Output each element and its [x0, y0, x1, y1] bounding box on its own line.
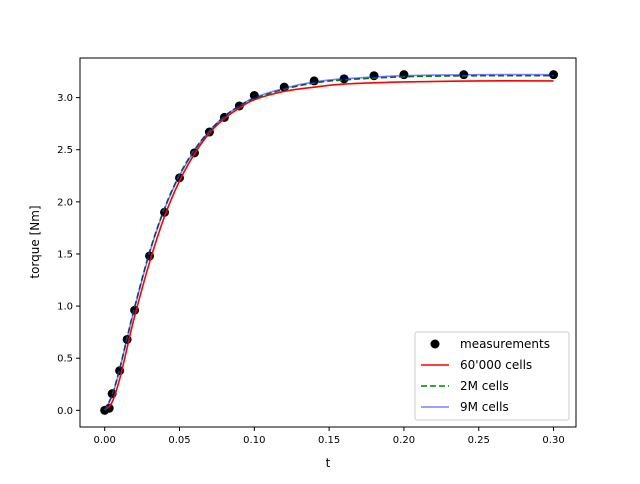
x-tick-label: 0.10	[243, 435, 265, 446]
x-axis-label: t	[326, 456, 331, 470]
x-tick-label: 0.00	[94, 435, 116, 446]
legend-label-9m: 9M cells	[460, 400, 509, 414]
y-axis: 0.0 0.5 1.0 1.5 2.0 2.5 3.0	[57, 93, 80, 417]
y-tick-label: 1.0	[57, 302, 73, 313]
legend: measurements 60'000 cells 2M cells 9M ce…	[414, 331, 570, 421]
legend-label-2m: 2M cells	[460, 379, 509, 393]
y-tick-label: 2.5	[57, 145, 73, 156]
y-tick-label: 0.5	[57, 354, 73, 365]
legend-label-60k: 60'000 cells	[460, 358, 532, 372]
x-tick-label: 0.15	[318, 435, 340, 446]
axes-frame	[79, 57, 577, 428]
y-tick-label: 0.0	[57, 406, 73, 417]
legend-box	[414, 331, 570, 421]
measurement-point	[369, 71, 379, 81]
legend-marker-measurements	[430, 339, 440, 349]
plot-area	[100, 70, 559, 415]
y-tick-label: 1.5	[57, 249, 73, 260]
x-tick-label: 0.20	[393, 435, 415, 446]
series-line-60k-cells	[104, 80, 554, 411]
x-axis: 0.00 0.05 0.10 0.15 0.20 0.25 0.30	[94, 427, 565, 446]
series-line-9m-cells	[103, 73, 554, 411]
y-axis-label: torque [Nm]	[28, 205, 42, 278]
legend-label-measurements: measurements	[460, 337, 550, 351]
x-tick-label: 0.30	[542, 435, 564, 446]
y-tick-label: 3.0	[57, 93, 73, 104]
x-tick-label: 0.25	[468, 435, 490, 446]
x-tick-label: 0.05	[168, 435, 190, 446]
measurement-point	[399, 70, 409, 80]
y-tick-label: 2.0	[57, 197, 73, 208]
